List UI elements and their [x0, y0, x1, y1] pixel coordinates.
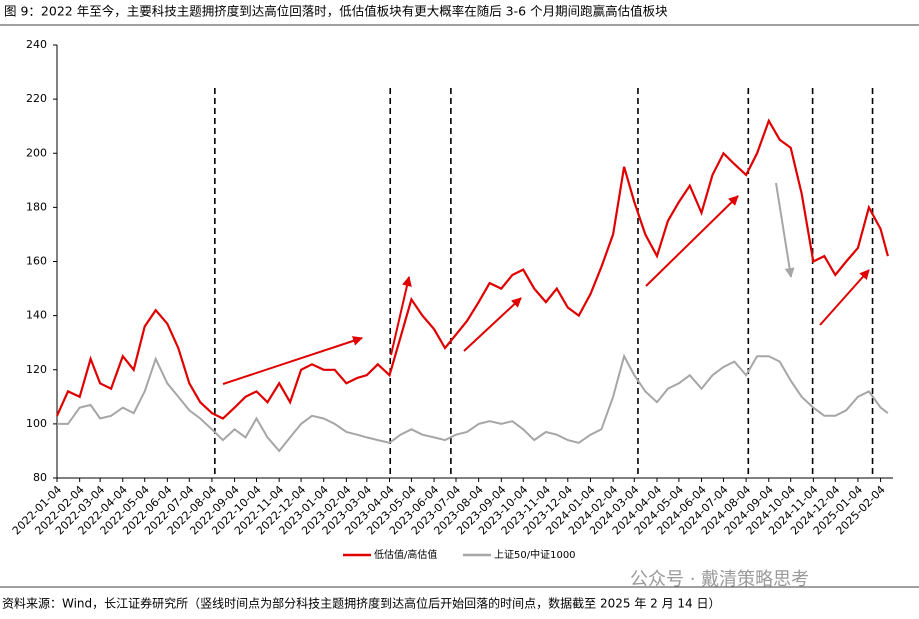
- y-tick-label: 80: [33, 471, 47, 484]
- chart-title: 图 9：2022 年至今，主要科技主题拥挤度到达高位回落时，低估值板块有更大概率…: [4, 4, 668, 19]
- legend-label: 上证50/中证1000: [494, 548, 576, 561]
- watermark: 公众号 · 戴清策略思考: [630, 569, 809, 590]
- arrows: [222, 182, 870, 385]
- source-note: 资料来源：Wind，长江证券研究所（竖线时间点为部分科技主题拥挤度到达高位后开始…: [2, 596, 721, 611]
- y-tick-label: 100: [26, 417, 47, 430]
- y-tick-label: 140: [26, 309, 47, 322]
- y-tick-label: 200: [26, 146, 47, 159]
- series-line: [55, 118, 889, 420]
- y-tick-label: 220: [26, 92, 47, 105]
- y-tick-label: 240: [26, 38, 47, 51]
- series-line: [57, 353, 889, 453]
- legend-label: 低估值/高估值: [374, 548, 437, 561]
- y-tick-label: 160: [26, 255, 47, 268]
- y-tick-label: 120: [26, 363, 47, 376]
- y-tick-label: 180: [26, 200, 47, 213]
